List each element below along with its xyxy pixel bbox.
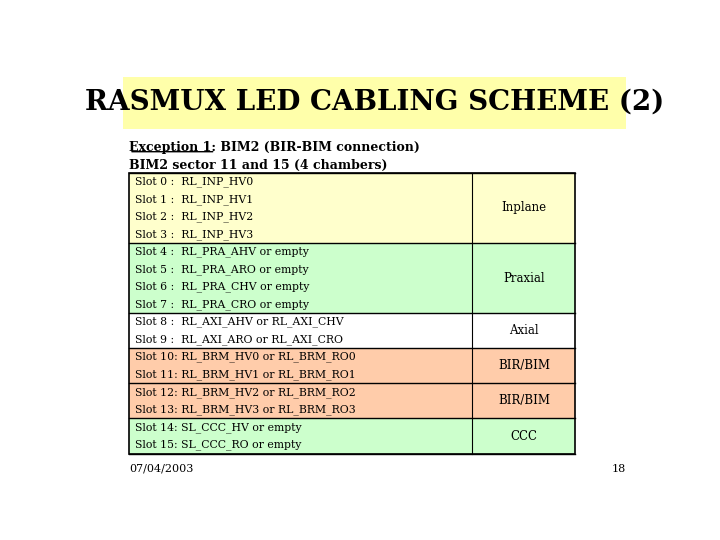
Bar bbox=[129, 331, 472, 348]
Bar bbox=[129, 366, 472, 383]
Bar bbox=[472, 226, 575, 243]
Bar bbox=[129, 173, 575, 454]
Bar bbox=[472, 331, 575, 348]
Text: Axial: Axial bbox=[509, 325, 539, 338]
Bar bbox=[472, 243, 575, 261]
Text: BIR/BIM: BIR/BIM bbox=[498, 394, 550, 408]
Bar bbox=[472, 313, 575, 331]
Text: Slot 1 :  RL_INP_HV1: Slot 1 : RL_INP_HV1 bbox=[135, 194, 253, 205]
Text: Slot 6 :  RL_PRA_CHV or empty: Slot 6 : RL_PRA_CHV or empty bbox=[135, 281, 309, 292]
Text: Slot 8 :  RL_AXI_AHV or RL_AXI_CHV: Slot 8 : RL_AXI_AHV or RL_AXI_CHV bbox=[135, 316, 343, 327]
Bar bbox=[129, 401, 472, 418]
Text: Slot 11: RL_BRM_HV1 or RL_BRM_RO1: Slot 11: RL_BRM_HV1 or RL_BRM_RO1 bbox=[135, 369, 356, 380]
Text: Slot 5 :  RL_PRA_ARO or empty: Slot 5 : RL_PRA_ARO or empty bbox=[135, 264, 308, 275]
Bar bbox=[129, 418, 472, 436]
Text: Slot 13: RL_BRM_HV3 or RL_BRM_RO3: Slot 13: RL_BRM_HV3 or RL_BRM_RO3 bbox=[135, 404, 356, 415]
Bar bbox=[472, 191, 575, 208]
Bar bbox=[472, 401, 575, 418]
Bar bbox=[129, 383, 472, 401]
Bar bbox=[472, 418, 575, 436]
Text: Praxial: Praxial bbox=[503, 272, 544, 285]
FancyBboxPatch shape bbox=[124, 77, 626, 129]
Text: Slot 15: SL_CCC_RO or empty: Slot 15: SL_CCC_RO or empty bbox=[135, 440, 301, 450]
Text: Slot 7 :  RL_PRA_CRO or empty: Slot 7 : RL_PRA_CRO or empty bbox=[135, 299, 309, 310]
Bar bbox=[129, 208, 472, 226]
Text: 18: 18 bbox=[611, 464, 626, 474]
Bar bbox=[472, 173, 575, 191]
Bar bbox=[472, 348, 575, 366]
Bar bbox=[129, 313, 472, 331]
Bar bbox=[129, 348, 472, 366]
Text: Slot 0 :  RL_INP_HV0: Slot 0 : RL_INP_HV0 bbox=[135, 177, 253, 187]
Bar bbox=[129, 261, 472, 278]
Text: Inplane: Inplane bbox=[501, 201, 546, 214]
Bar bbox=[472, 278, 575, 296]
Text: Slot 14: SL_CCC_HV or empty: Slot 14: SL_CCC_HV or empty bbox=[135, 422, 301, 433]
Text: CCC: CCC bbox=[510, 429, 537, 443]
Text: BIM2 sector 11 and 15 (4 chambers): BIM2 sector 11 and 15 (4 chambers) bbox=[129, 159, 387, 172]
Bar bbox=[129, 226, 472, 243]
Text: Slot 12: RL_BRM_HV2 or RL_BRM_RO2: Slot 12: RL_BRM_HV2 or RL_BRM_RO2 bbox=[135, 387, 356, 397]
Bar bbox=[472, 383, 575, 401]
Text: Exception 1: BIM2 (BIR-BIM connection): Exception 1: BIM2 (BIR-BIM connection) bbox=[129, 141, 420, 154]
Text: Slot 10: RL_BRM_HV0 or RL_BRM_RO0: Slot 10: RL_BRM_HV0 or RL_BRM_RO0 bbox=[135, 352, 356, 362]
Bar bbox=[472, 208, 575, 226]
Bar bbox=[129, 191, 472, 208]
Bar bbox=[129, 243, 472, 261]
Text: BIR/BIM: BIR/BIM bbox=[498, 359, 550, 373]
Bar bbox=[129, 436, 472, 454]
Bar bbox=[472, 261, 575, 278]
Text: Slot 2 :  RL_INP_HV2: Slot 2 : RL_INP_HV2 bbox=[135, 211, 253, 222]
Bar bbox=[472, 296, 575, 313]
Text: Slot 9 :  RL_AXI_ARO or RL_AXI_CRO: Slot 9 : RL_AXI_ARO or RL_AXI_CRO bbox=[135, 334, 343, 345]
Text: RASMUX LED CABLING SCHEME (2): RASMUX LED CABLING SCHEME (2) bbox=[85, 89, 665, 116]
Text: Slot 3 :  RL_INP_HV3: Slot 3 : RL_INP_HV3 bbox=[135, 229, 253, 240]
Bar bbox=[472, 436, 575, 454]
Bar bbox=[129, 296, 472, 313]
Bar bbox=[129, 173, 472, 191]
Text: Slot 4 :  RL_PRA_AHV or empty: Slot 4 : RL_PRA_AHV or empty bbox=[135, 246, 308, 257]
Text: 07/04/2003: 07/04/2003 bbox=[129, 464, 194, 474]
Bar bbox=[472, 366, 575, 383]
Bar bbox=[129, 278, 472, 296]
